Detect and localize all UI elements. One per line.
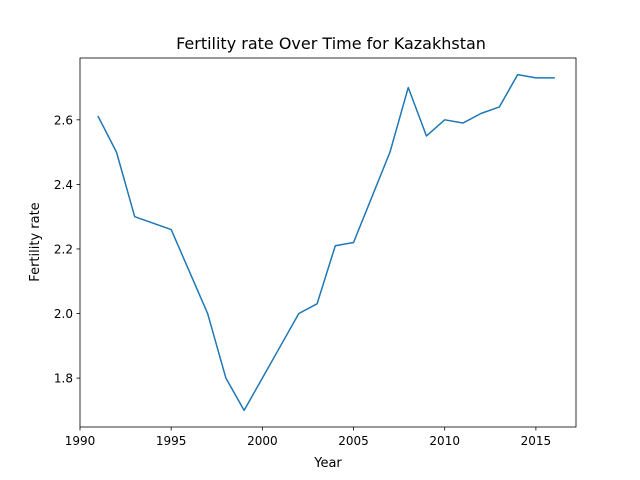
x-tick-label: 1990 (65, 434, 96, 448)
axes-frame (79, 57, 577, 428)
x-tick-label: 2015 (521, 434, 552, 448)
plot-area: 1990 1995 2000 2005 2010 2015 1.8 2.0 2.2 2.4 2.6 (54, 57, 577, 448)
y-tick-label: 2.4 (54, 178, 73, 192)
y-tick-label: 2.0 (54, 307, 73, 321)
series-line-0 (97, 73, 555, 412)
y-tick-label: 2.6 (54, 113, 73, 127)
x-tick-label: 1995 (156, 434, 187, 448)
x-axis-label: Year (313, 456, 342, 471)
x-tick-label: 2005 (338, 434, 369, 448)
y-tick-label: 1.8 (54, 372, 73, 386)
y-tick-label: 2.2 (54, 242, 73, 256)
x-tick-label: 2000 (247, 434, 278, 448)
x-tick-label: 2010 (429, 434, 460, 448)
y-axis-label: Fertility rate (28, 202, 43, 281)
chart-title: Fertility rate Over Time for Kazakhstan (176, 34, 486, 53)
